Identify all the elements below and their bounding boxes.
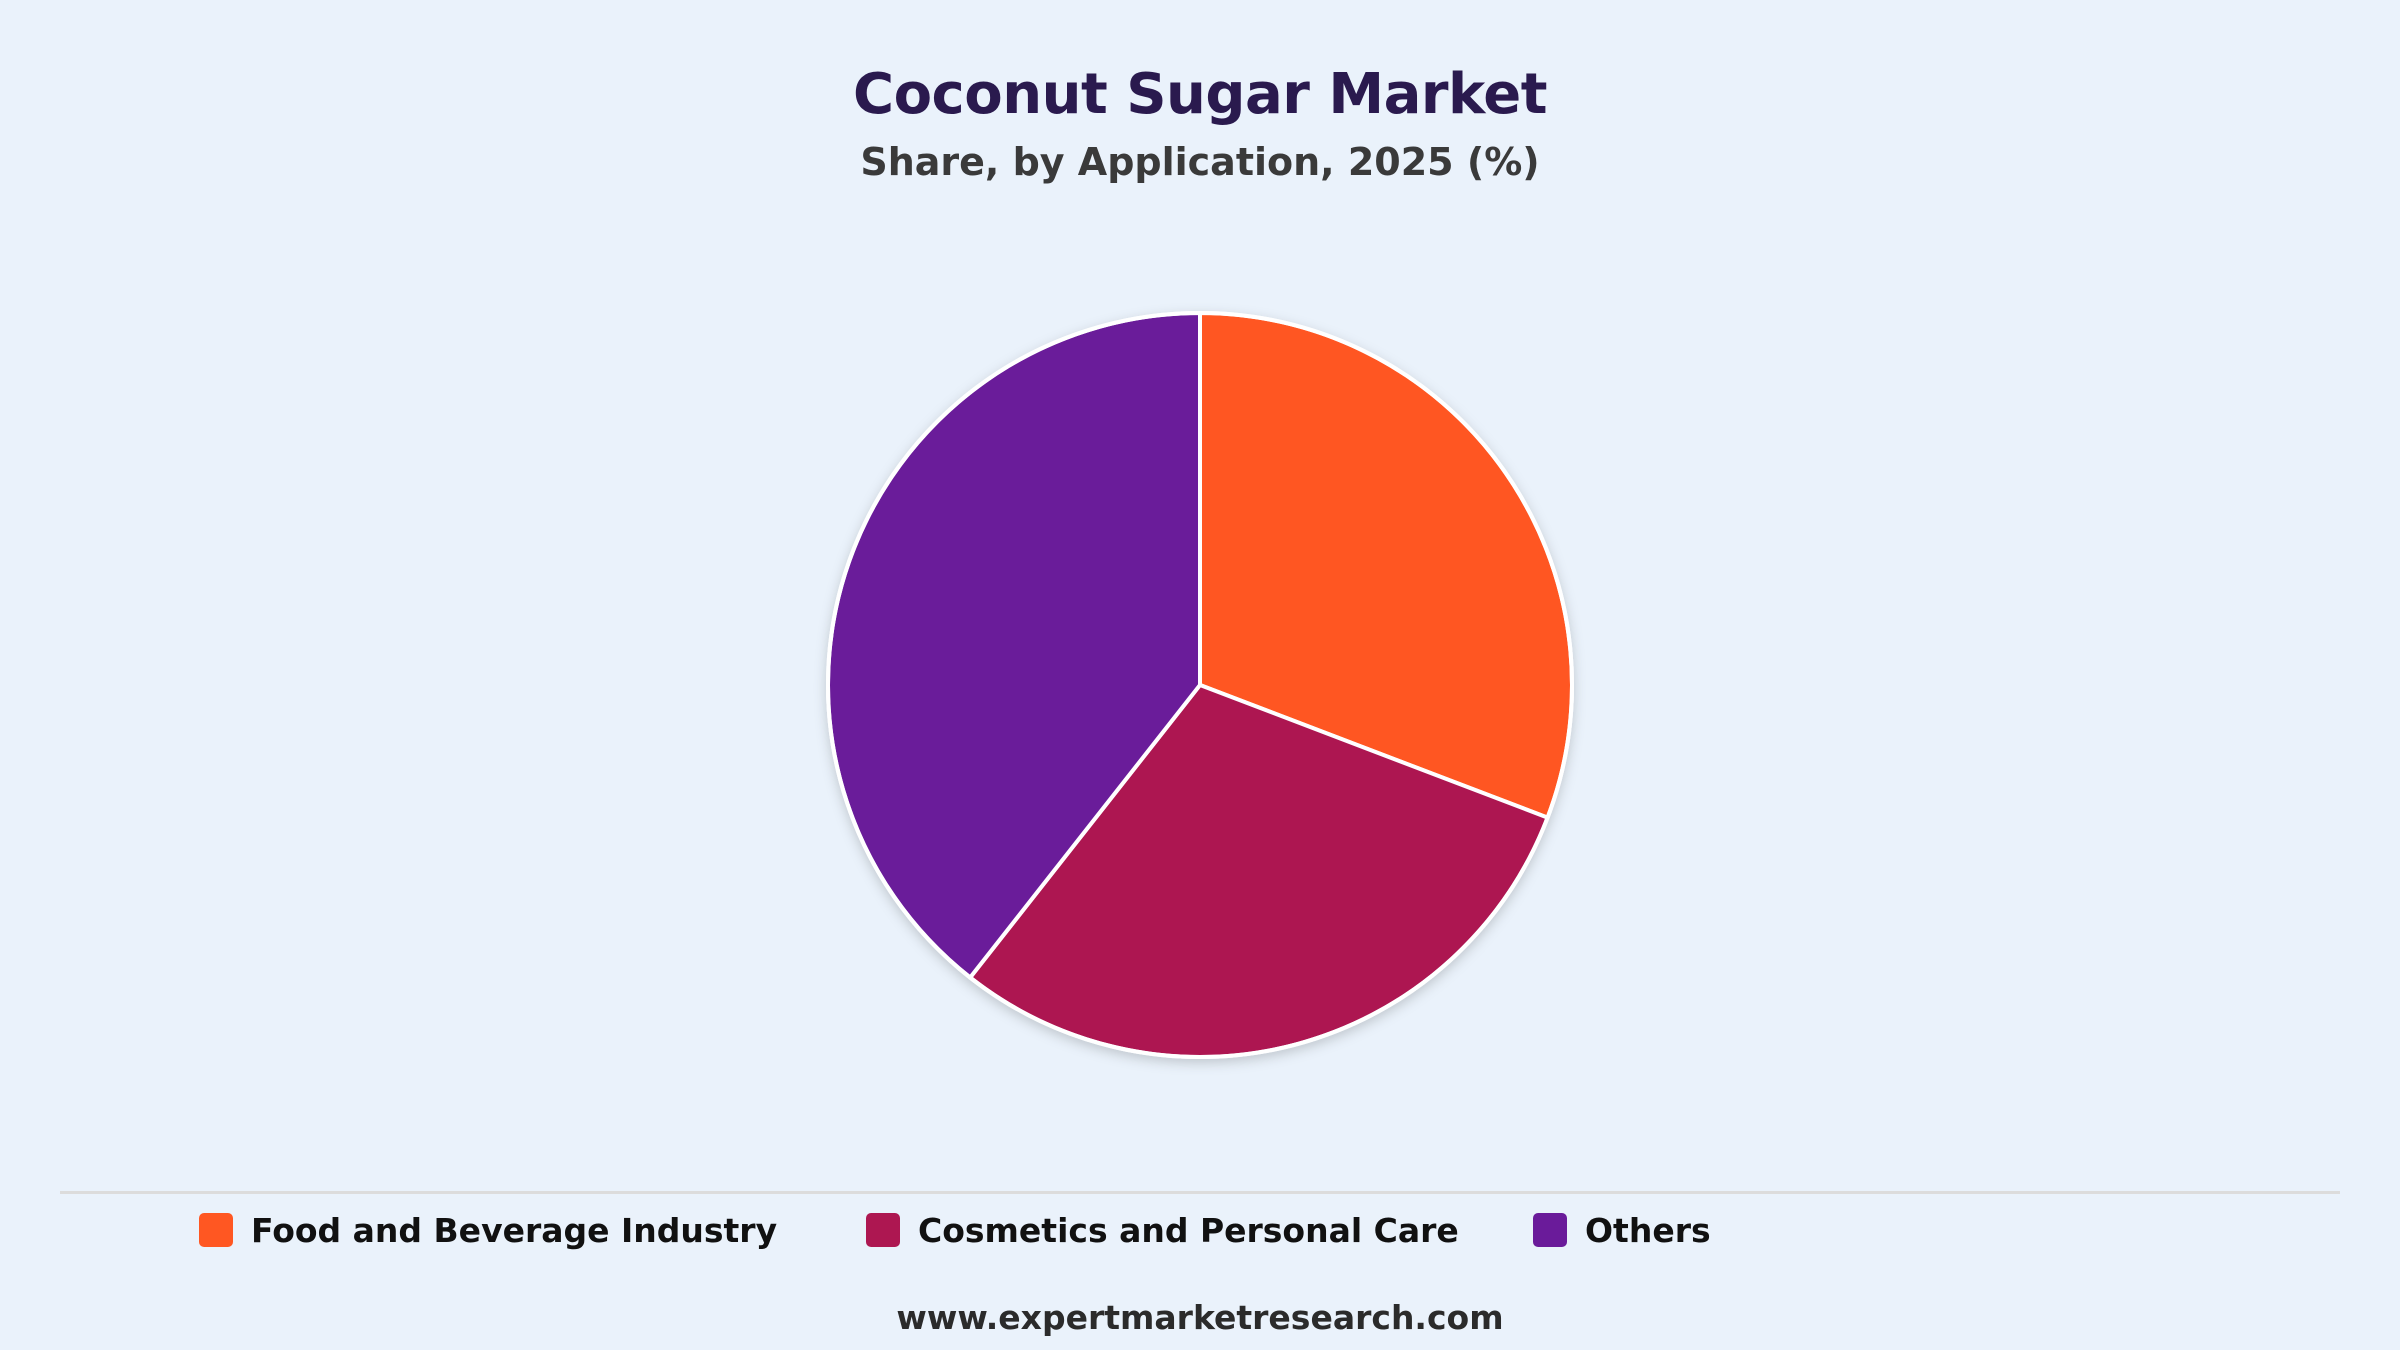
legend-label: Food and Beverage Industry — [251, 1210, 778, 1250]
chart-title: Coconut Sugar Market — [852, 62, 1548, 127]
legend-item-cosmetics[interactable]: Cosmetics and Personal Care — [866, 1210, 1459, 1250]
source-url: www.expertmarketresearch.com — [896, 1298, 1504, 1337]
legend-swatch — [199, 1213, 233, 1247]
legend-item-food-and-beverage[interactable]: Food and Beverage Industry — [199, 1210, 777, 1250]
chart-subtitle: Share, by Application, 2025 (%) — [860, 140, 1540, 184]
legend-item-others[interactable]: Others — [1533, 1210, 1711, 1250]
legend-divider — [60, 1191, 2340, 1194]
legend-swatch — [1533, 1213, 1567, 1247]
legend-swatch — [866, 1213, 900, 1247]
legend-label: Cosmetics and Personal Care — [918, 1210, 1459, 1250]
legend-label: Others — [1585, 1210, 1711, 1250]
pie-outline — [826, 311, 1574, 1059]
